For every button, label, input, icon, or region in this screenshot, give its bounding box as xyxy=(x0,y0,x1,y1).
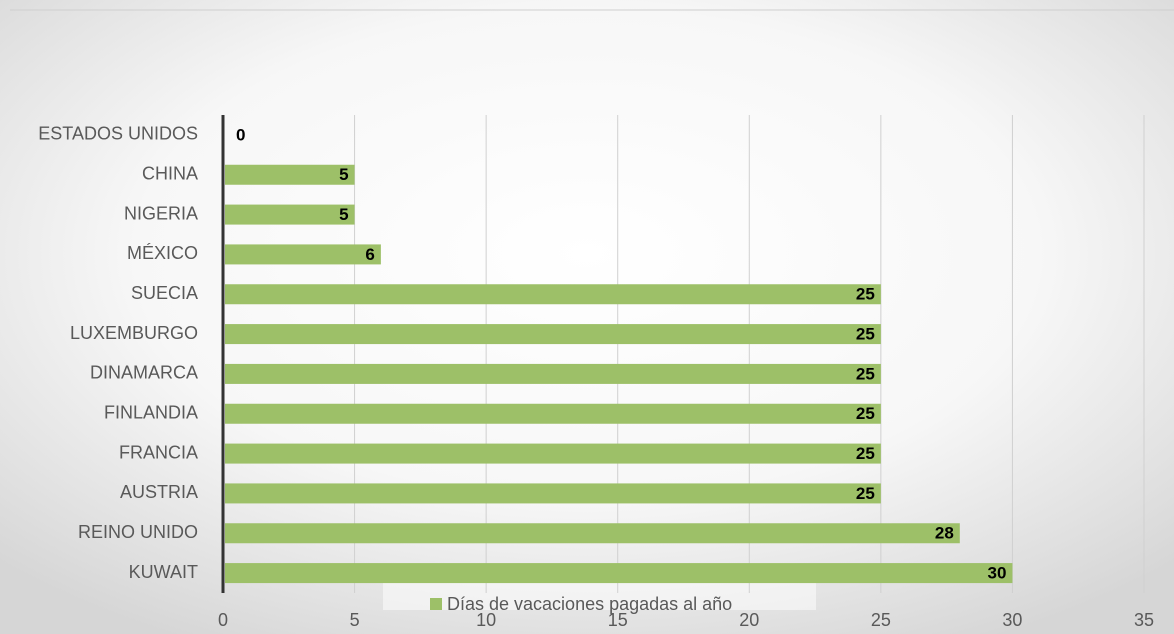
bar xyxy=(225,443,881,464)
x-tick-label: 20 xyxy=(739,610,759,630)
bar xyxy=(225,164,355,185)
x-tick-label: 30 xyxy=(1002,610,1022,630)
x-tick-label: 10 xyxy=(476,610,496,630)
x-tick-label: 0 xyxy=(218,610,228,630)
data-label: 30 xyxy=(988,564,1007,583)
y-tick-label: REINO UNIDO xyxy=(78,522,198,542)
y-tick-label: DINAMARCA xyxy=(90,363,198,383)
data-label: 0 xyxy=(236,125,245,144)
bar xyxy=(225,324,881,345)
bar xyxy=(225,483,881,504)
data-label: 25 xyxy=(856,444,875,463)
y-tick-label: ESTADOS UNIDOS xyxy=(38,124,198,144)
bar xyxy=(225,563,1013,584)
data-label: 6 xyxy=(365,245,374,264)
x-tick-label: 15 xyxy=(608,610,628,630)
y-tick-label: AUSTRIA xyxy=(120,482,198,502)
x-tick-label: 35 xyxy=(1134,610,1154,630)
data-label: 25 xyxy=(856,285,875,304)
y-tick-label: CHINA xyxy=(142,164,198,184)
x-tick-label: 5 xyxy=(350,610,360,630)
bar xyxy=(225,403,881,424)
data-label: 25 xyxy=(856,364,875,383)
data-label: 25 xyxy=(856,404,875,423)
bar xyxy=(225,363,881,384)
data-label: 25 xyxy=(856,484,875,503)
x-tick-label: 25 xyxy=(871,610,891,630)
y-tick-label: MÉXICO xyxy=(127,243,198,263)
y-tick-label: LUXEMBURGO xyxy=(70,323,198,343)
data-label: 5 xyxy=(339,205,348,224)
bar xyxy=(225,244,381,265)
y-tick-label: FRANCIA xyxy=(119,442,198,462)
legend-backdrop xyxy=(383,580,816,610)
legend-label: Días de vacaciones pagadas al año xyxy=(447,594,732,614)
y-tick-label: SUECIA xyxy=(131,283,198,303)
legend-swatch xyxy=(430,598,442,610)
data-label: 25 xyxy=(856,325,875,344)
y-tick-label: KUWAIT xyxy=(129,562,198,582)
bar xyxy=(225,204,355,225)
data-label: 28 xyxy=(935,524,954,543)
data-label: 5 xyxy=(339,165,348,184)
bar xyxy=(225,284,881,305)
bar xyxy=(225,523,960,544)
y-tick-label: NIGERIA xyxy=(124,203,198,223)
y-tick-label: FINLANDIA xyxy=(104,403,198,423)
